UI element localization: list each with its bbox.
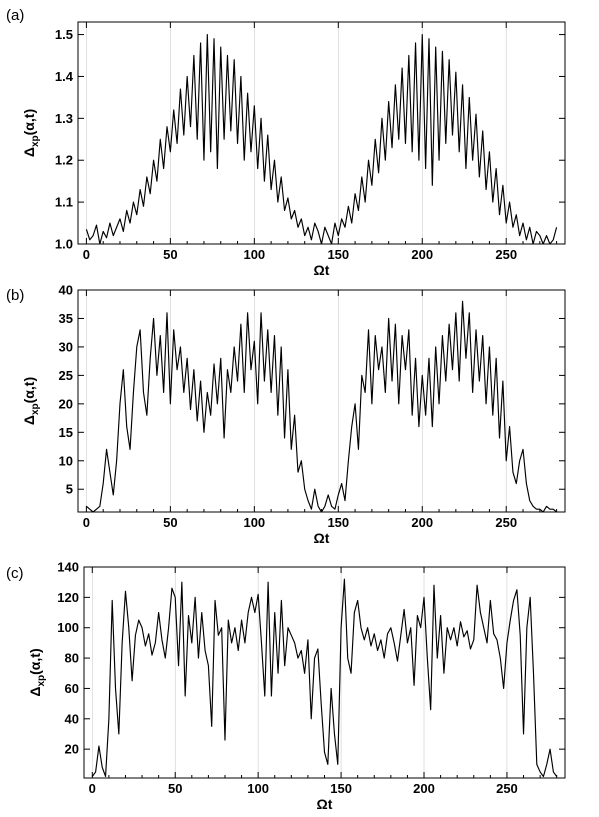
y-axis-label-sub: xp [30,135,41,147]
y-tick-label: 120 [57,590,79,605]
x-tick-label: 250 [495,515,517,530]
y-axis-label: Δxp(α,t) [21,377,41,425]
y-axis-label-rest: (α,t) [21,377,37,403]
x-tick-label: 200 [411,247,433,262]
y-tick-label: 1.4 [55,69,74,84]
y-tick-label: 1.3 [55,111,73,126]
y-axis-label-rest: (α,t) [27,648,43,674]
y-axis-label-main: Δ [27,687,43,697]
y-axis-label-main: Δ [21,415,37,425]
x-tick-label: 250 [496,781,518,796]
x-tick-label: 200 [411,515,433,530]
y-tick-label: 5 [66,482,73,497]
series-line [85,33,558,244]
y-tick-label: 15 [59,425,73,440]
x-tick-label: 150 [327,515,349,530]
x-tick-label: 200 [413,781,435,796]
panel-label: (a) [6,7,24,24]
y-tick-label: 1.0 [55,237,73,252]
x-axis-label: Ωt [314,262,330,278]
y-tick-label: 1.1 [55,195,73,210]
y-tick-label: 20 [59,396,73,411]
x-tick-label: 100 [243,247,265,262]
y-axis-label: Δxp(α,t) [27,648,47,696]
y-tick-label: 100 [57,620,79,635]
chart-panel-1: (b) 0 50 100 150 200 250 5 10 15 20 25 30 35 40 Ωt Δxp(α… [6,283,566,546]
y-tick-label: 35 [59,311,73,326]
x-tick-label: 0 [83,515,90,530]
x-tick-label: 50 [163,515,177,530]
y-axis-label-rest: (α,t) [21,109,37,135]
x-tick-label: 250 [495,247,517,262]
panel-label: (b) [6,287,24,304]
plot-frame [77,21,566,245]
y-axis-label: Δxp(α,t) [21,109,41,157]
series-line [91,578,558,778]
y-tick-label: 1.2 [55,153,73,168]
y-tick-label: 40 [65,711,79,726]
x-tick-label: 0 [89,781,96,796]
chart-panel-2: (c) 0 50 100 150 200 250 20 40 60 80 100 120 140 Ωt Δxp… [6,560,566,812]
x-tick-label: 150 [330,781,352,796]
y-tick-label: 60 [65,681,79,696]
x-tick-label: 100 [243,515,265,530]
y-axis-label-sub: xp [30,403,41,415]
x-axis-label: Ωt [314,530,330,546]
y-tick-label: 80 [65,651,79,666]
y-tick-label: 30 [59,339,73,354]
x-tick-label: 50 [163,247,177,262]
y-tick-label: 25 [59,368,73,383]
y-tick-label: 10 [59,453,73,468]
x-tick-label: 100 [247,781,269,796]
chart-panel-0: (a) 0 50 100 150 200 250 1.0 1.1 1.2 1.3 1.4 1.5 Ωt Δx… [6,7,566,278]
x-axis-label: Ωt [317,796,333,812]
x-tick-label: 150 [327,247,349,262]
y-axis-label-sub: xp [36,675,47,687]
y-tick-label: 140 [57,560,79,575]
y-tick-label: 20 [65,742,79,757]
series-line [86,300,557,512]
panel-label: (c) [6,565,24,582]
y-tick-label: 1.5 [55,27,73,42]
y-tick-label: 40 [59,283,73,298]
x-tick-label: 50 [168,781,182,796]
x-tick-label: 0 [83,247,90,262]
y-axis-label-main: Δ [21,147,37,157]
